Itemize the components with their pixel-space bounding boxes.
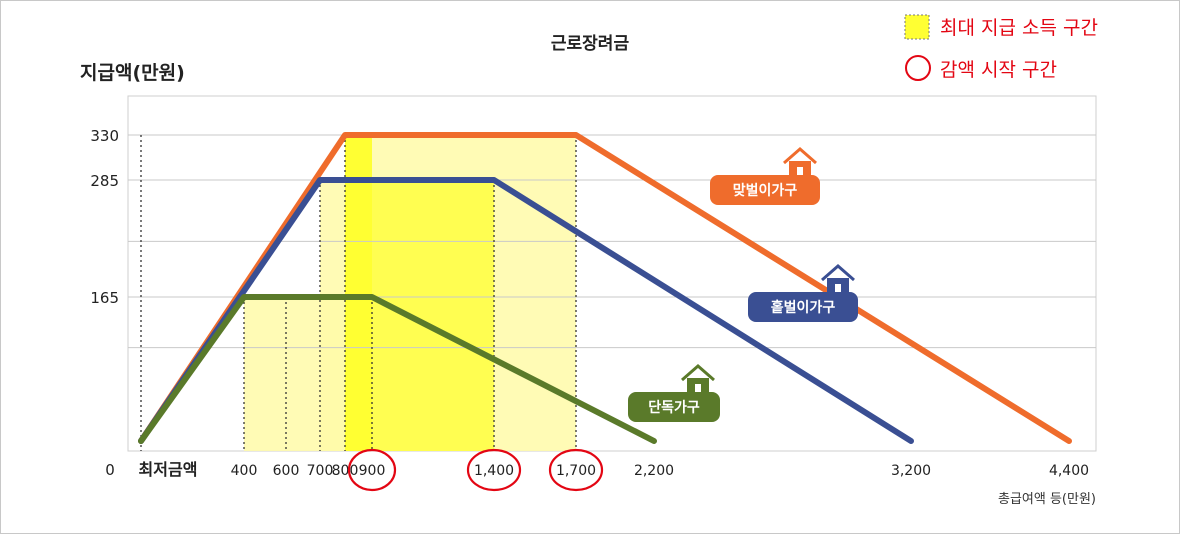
series-badge-2: 단독가구 [628,364,720,422]
series-badge-bg [748,292,858,322]
series-name-label: 홑벌이가구 [771,299,836,316]
x-tick-label: 4,400 [1049,463,1089,479]
x-axis-label: 총급여액 등(만원) [998,492,1096,507]
house-icon-door [835,284,841,292]
series-badge-0: 맞벌이가구 [710,147,820,205]
y-tick-label-zero: 0 [105,461,115,479]
house-icon-door [695,384,701,392]
y-tick-label: 285 [90,172,119,190]
series-line-2 [138,294,657,444]
chart-title: 근로장려금 [551,34,630,54]
x-tick-label: 1,700 [556,463,596,479]
y-tick-label: 165 [90,289,119,307]
x-tick-label: 800 [332,463,359,479]
x-tick-label: 3,200 [891,463,931,479]
x-tick-label: 400 [231,463,258,479]
legend-reduction-label: 감액 시작 구간 [940,59,1057,81]
series-line-1 [138,177,914,444]
x-tick-label: 900 [359,463,386,479]
legend-max-zone-label: 최대 지급 소득 구간 [940,17,1098,39]
house-icon [821,264,855,282]
x-tick-label: 700 [307,463,334,479]
reduction-start-circle [548,448,604,492]
x-tick-label: 최저금액 [139,460,198,479]
series-badge-1: 홑벌이가구 [748,264,858,322]
legend-reduction-marker [905,55,931,81]
x-tick-label: 1,400 [474,463,514,479]
house-icon [783,147,817,165]
series-name-label: 단독가구 [648,399,700,416]
series-badge-bg [628,392,720,422]
series-name-label: 맞벌이가구 [733,182,798,199]
reduction-start-circle [466,448,522,492]
overlap-zone-b [345,180,494,451]
series-badge-bg [710,175,820,205]
house-icon [681,364,715,382]
house-icon-door [797,167,803,175]
y-axis-label: 지급액(만원) [80,62,185,84]
reduction-start-circle [347,448,397,492]
x-tick-label: 2,200 [634,463,674,479]
legend-max-zone-swatch [904,14,930,40]
y-tick-label: 330 [90,127,119,145]
x-tick-label: 600 [273,463,300,479]
